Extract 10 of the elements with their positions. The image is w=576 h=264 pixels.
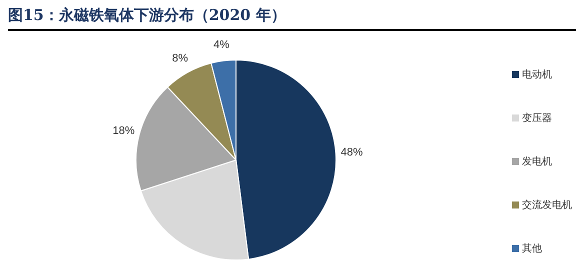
chart-title: 图15：永磁铁氧体下游分布（2020 年） [8,6,286,24]
legend-label: 变压器 [522,112,552,124]
legend-label: 电动机 [522,68,552,81]
data-label: 8% [172,52,188,64]
data-label: 48% [340,146,363,159]
legend-label: 交流发电机 [522,199,572,212]
data-label: 4% [214,38,230,51]
data-label: 18% [112,125,135,138]
legend-label: 发电机 [522,156,552,168]
legend-label: 其他 [522,242,542,255]
